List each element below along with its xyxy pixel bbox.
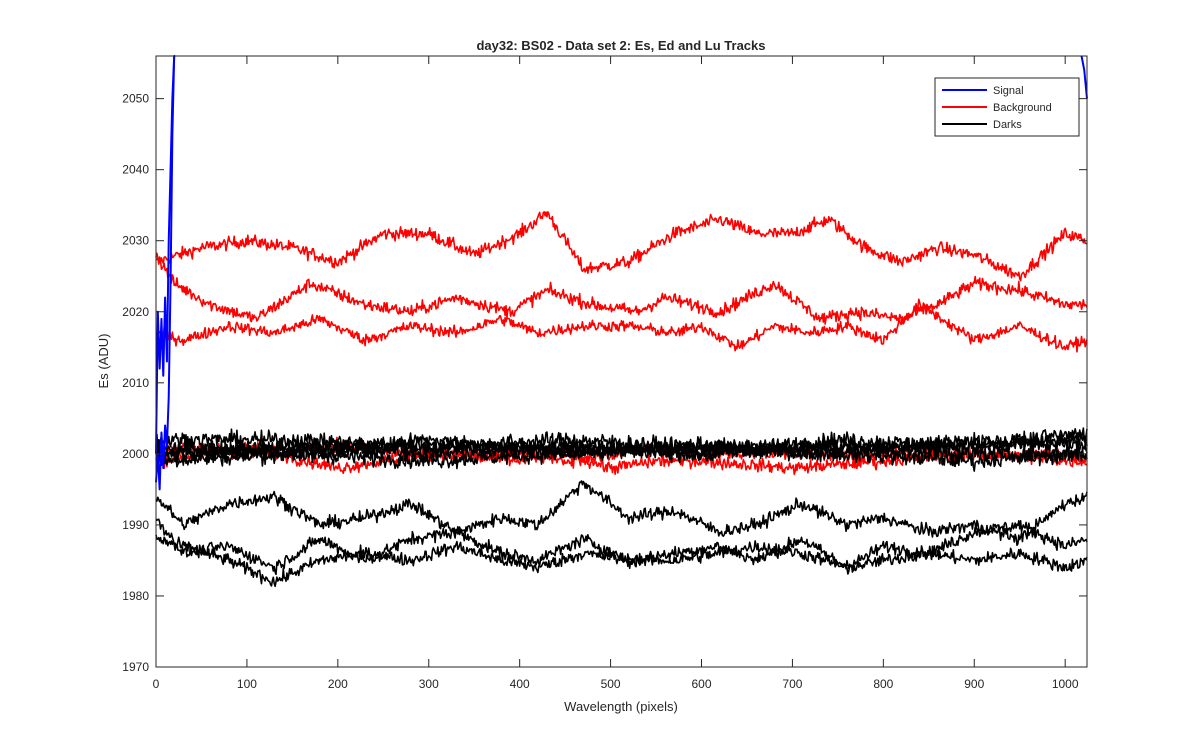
legend: Signal Background Darks (934, 77, 1080, 137)
y-tick-label-2040: 2040 (122, 163, 149, 177)
plot-frame (155, 55, 1088, 668)
series-line-background-4 (155, 441, 1088, 476)
x-tick-label-900: 900 (964, 677, 984, 691)
y-tick-label-2050: 2050 (122, 92, 149, 106)
x-axis-ticks: 0 100 200 300 400 500 600 700 800 900 1000 (153, 56, 1079, 691)
series-line-background-0 (155, 211, 1088, 282)
series-line-darks-8 (155, 437, 1088, 465)
series-line-background-2 (155, 298, 1088, 353)
x-tick-label-1000: 1000 (1052, 677, 1079, 691)
legend-signal-label: Signal (993, 85, 1024, 97)
legend-background-label: Background (993, 102, 1052, 114)
x-tick-label-100: 100 (237, 677, 257, 691)
series-line-signal-14 (155, 55, 176, 491)
x-tick-label-600: 600 (691, 677, 711, 691)
x-tick-label-500: 500 (601, 677, 621, 691)
series-line-signal-15 (1080, 55, 1088, 99)
y-tick-label-2000: 2000 (122, 447, 149, 461)
x-axis-label: Wavelength (pixels) (564, 699, 678, 714)
y-tick-label-2030: 2030 (122, 234, 149, 248)
series-line-darks-12 (155, 534, 1088, 588)
y-tick-label-2020: 2020 (122, 305, 149, 319)
y-tick-label-2010: 2010 (122, 376, 149, 390)
x-tick-label-700: 700 (782, 677, 802, 691)
x-tick-label-200: 200 (328, 677, 348, 691)
y-tick-label-1980: 1980 (122, 589, 149, 603)
y-axis-label: Es (ADU) (96, 334, 111, 389)
x-tick-label-300: 300 (419, 677, 439, 691)
data-series-layer (155, 55, 1088, 588)
series-line-background-1 (155, 252, 1088, 325)
series-line-darks-10 (155, 480, 1088, 547)
chart-title: day32: BS02 - Data set 2: Es, Ed and Lu … (476, 38, 765, 53)
y-tick-label-1990: 1990 (122, 518, 149, 532)
x-tick-label-400: 400 (510, 677, 530, 691)
x-tick-label-800: 800 (873, 677, 893, 691)
y-tick-label-1970: 1970 (122, 660, 149, 674)
series-line-darks-9 (155, 436, 1088, 472)
y-axis-ticks: 1970 1980 1990 2000 2010 2020 2030 2040 2050 (122, 92, 1087, 674)
legend-darks-label: Darks (993, 119, 1022, 131)
x-tick-label-0: 0 (153, 677, 160, 691)
